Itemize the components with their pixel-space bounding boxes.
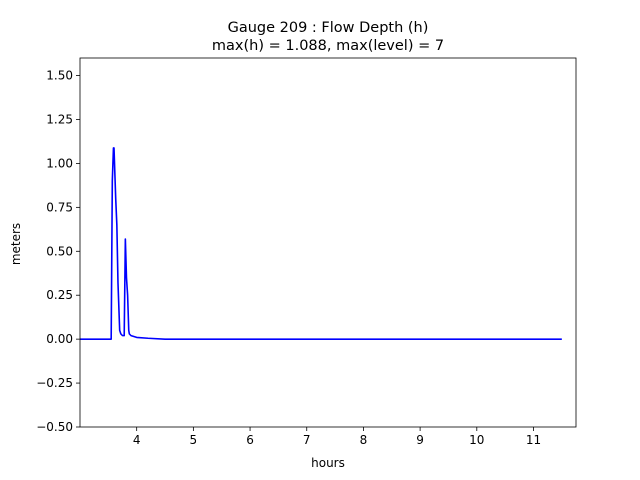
x-tick-label-11: 11 [526, 433, 541, 447]
x-axis-label: hours [311, 456, 345, 470]
y-tick-label-2: 0.00 [46, 332, 73, 346]
y-tick-label-5: 0.75 [46, 200, 73, 214]
chart-title-line-2: max(h) = 1.088, max(level) = 7 [212, 38, 444, 54]
y-tick-label-8: 1.50 [46, 69, 73, 83]
y-tick-label-0: −0.50 [36, 420, 73, 434]
y-tick-label-3: 0.25 [46, 288, 73, 302]
x-tick-label-5: 5 [190, 433, 198, 447]
y-tick-label-7: 1.25 [46, 113, 73, 127]
x-tick-label-4: 4 [133, 433, 141, 447]
x-tick-label-10: 10 [469, 433, 484, 447]
x-tick-label-8: 8 [360, 433, 368, 447]
y-tick-label-4: 0.50 [46, 244, 73, 258]
y-tick-label-6: 1.00 [46, 156, 73, 170]
x-tick-label-9: 9 [416, 433, 424, 447]
plot-area: 4 5 6 7 8 9 10 11 −0.50 −0.25 0.00 0.25 0.50 0.75 1.00… [36, 57, 577, 447]
y-tick-label-1: −0.25 [36, 376, 73, 390]
chart-title-line-1: Gauge 209 : Flow Depth (h) [228, 20, 429, 36]
x-tick-label-7: 7 [303, 433, 311, 447]
x-tick-label-6: 6 [246, 433, 254, 447]
axes-frame [79, 57, 577, 428]
y-axis-label: meters [9, 223, 23, 265]
series-line-0 [80, 147, 562, 340]
